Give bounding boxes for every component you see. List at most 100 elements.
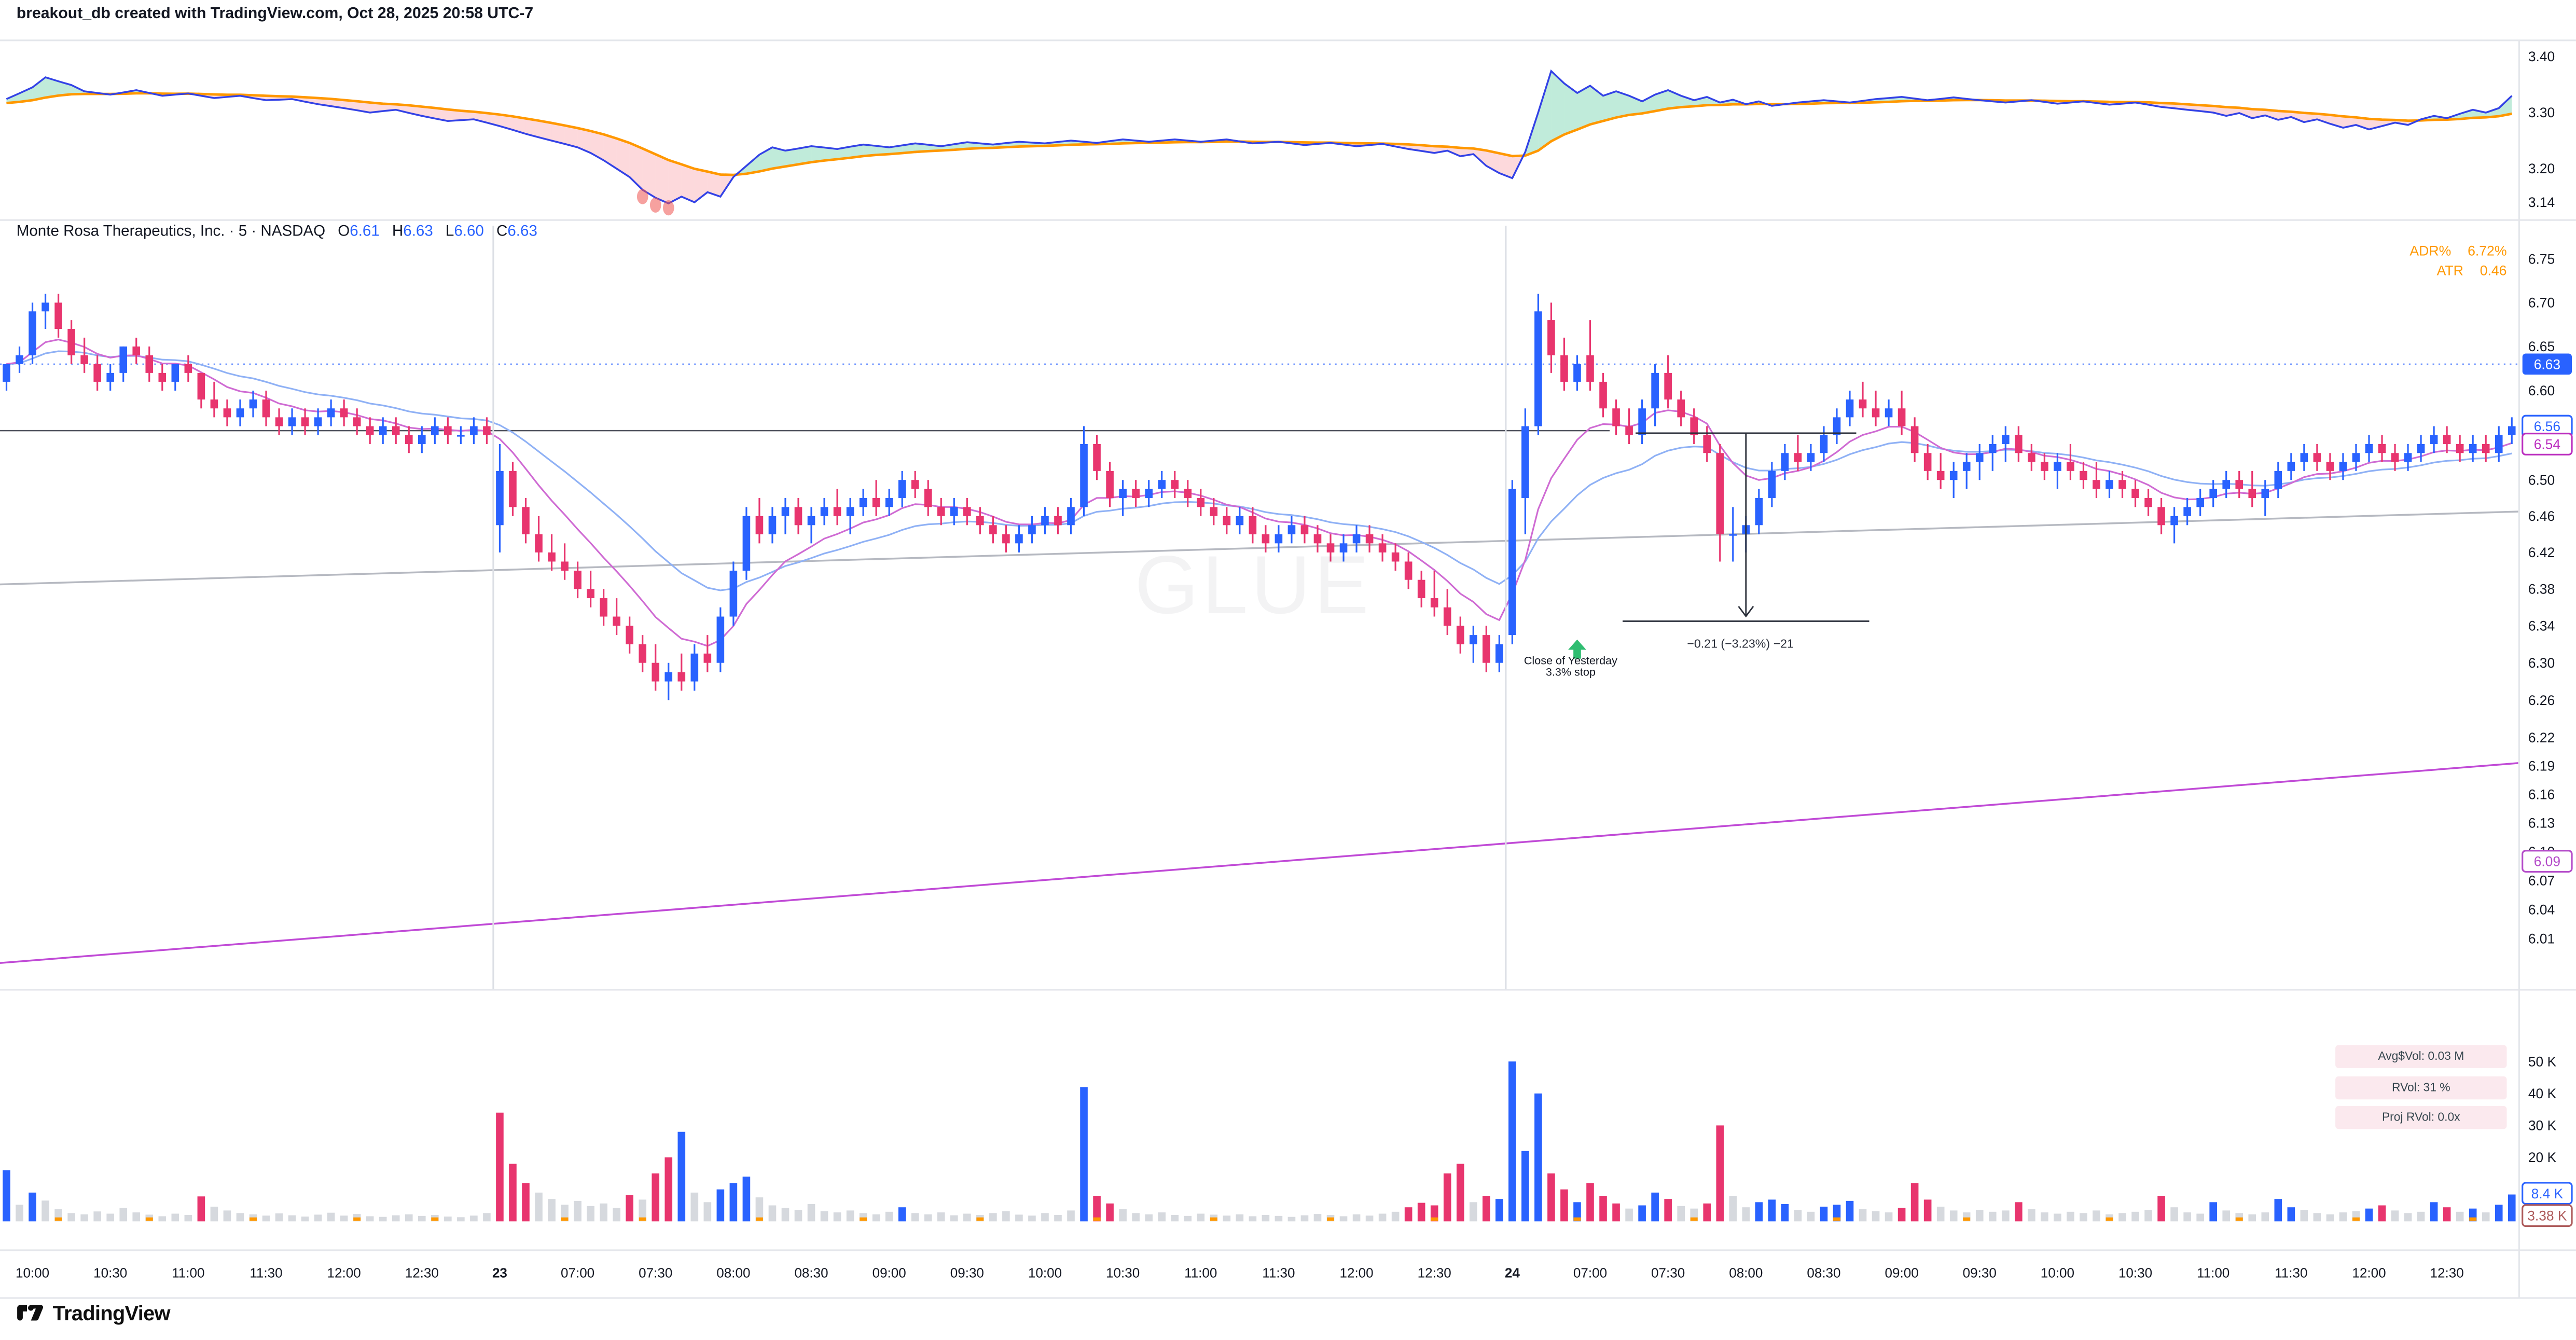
symbol-title[interactable]: Monte Rosa Therapeutics, Inc. · 5 · NASD…	[16, 222, 326, 239]
avg-dollar-vol-badge: Avg$Vol: 0.03 M	[2335, 1045, 2507, 1068]
svg-text:40 K: 40 K	[2528, 1086, 2557, 1101]
top-indicator-pane[interactable]	[6, 69, 2513, 216]
tradingview-logo[interactable]: TradingView	[17, 1301, 171, 1325]
volume-series[interactable]	[3, 1061, 2516, 1222]
indicator-low-marker	[649, 197, 661, 213]
gray-trendline	[0, 510, 2518, 586]
volume-stats-panel: Avg$Vol: 0.03 M RVol: 31 % Proj RVol: 0.…	[2335, 1045, 2507, 1136]
time-label: 08:00	[716, 1265, 750, 1280]
indicator-main-line	[6, 69, 2513, 205]
svg-text:6.38: 6.38	[2528, 582, 2555, 597]
time-label: 07:30	[639, 1265, 672, 1280]
price-range-measurement[interactable]	[1623, 432, 1869, 622]
ohlc-close-value: 6.63	[507, 222, 537, 239]
svg-text:6.04: 6.04	[2528, 902, 2555, 917]
svg-text:6.46: 6.46	[2528, 508, 2555, 524]
time-label: 09:30	[1963, 1265, 1997, 1280]
adr-value: 6.72%	[2468, 242, 2507, 259]
atr-value: 0.46	[2480, 261, 2507, 278]
svg-text:6.22: 6.22	[2528, 730, 2555, 745]
svg-text:30 K: 30 K	[2528, 1118, 2557, 1134]
time-label: 12:00	[2352, 1265, 2386, 1280]
time-axis[interactable]: 10:00 10:30 11:00 11:30 12:00 12:30 23 07:00 07:…	[16, 1265, 2464, 1280]
time-label: 11:00	[2197, 1265, 2229, 1280]
indicator-low-marker	[636, 189, 648, 204]
svg-text:6.16: 6.16	[2528, 786, 2555, 802]
time-label: 08:00	[1729, 1265, 1763, 1280]
time-label: 12:00	[327, 1265, 361, 1280]
snapshot-header: breakout_db created with TradingView.com…	[16, 5, 534, 23]
time-label: 12:00	[1339, 1265, 1373, 1280]
svg-text:20 K: 20 K	[2528, 1150, 2557, 1165]
time-label: 11:00	[172, 1265, 204, 1280]
time-label: 07:30	[1651, 1265, 1685, 1280]
time-label: 10:00	[2041, 1265, 2074, 1280]
time-label: 09:30	[950, 1265, 984, 1280]
price-label-6.54: 6.54	[2522, 433, 2573, 455]
atr-label: ATR	[2436, 261, 2463, 278]
time-label: 12:30	[405, 1265, 439, 1280]
svg-text:6.60: 6.60	[2528, 383, 2555, 398]
price-label-6.63: 6.63	[2522, 353, 2572, 375]
svg-text:6.75: 6.75	[2528, 252, 2555, 267]
time-label: 09:00	[872, 1265, 906, 1280]
long-ma-trendline	[0, 762, 2518, 964]
ohlc-high-value: 6.63	[403, 222, 433, 239]
svg-text:6.54: 6.54	[2534, 437, 2560, 452]
proj-rvol-badge: Proj RVol: 0.0x	[2335, 1106, 2507, 1129]
svg-text:8.4 K: 8.4 K	[2531, 1186, 2564, 1201]
svg-text:6.01: 6.01	[2528, 931, 2555, 946]
ohlc-open-value: 6.61	[350, 222, 380, 239]
time-label: 09:00	[1885, 1265, 1919, 1280]
svg-text:3.30: 3.30	[2528, 105, 2555, 120]
time-label: 07:00	[561, 1265, 594, 1280]
ma-fast-line	[6, 338, 2512, 647]
svg-text:6.42: 6.42	[2528, 545, 2555, 560]
ohlc-close-label: C	[496, 222, 508, 239]
adr-atr-stats: ADR% 6.72% ATR 0.46	[2409, 242, 2506, 280]
rvol-badge: RVol: 31 %	[2335, 1075, 2507, 1099]
price-label-6.09: 6.09	[2522, 850, 2573, 873]
close-note-line1: Close of Yesterday	[1524, 656, 1617, 668]
measurement-label[interactable]: −0.21 (−3.23%) −21	[1687, 636, 1794, 651]
time-label: 12:30	[2430, 1265, 2464, 1280]
close-note-line2: 3.3% stop	[1545, 668, 1596, 680]
adr-label: ADR%	[2409, 242, 2452, 259]
time-label: 12:30	[1418, 1265, 1451, 1280]
svg-text:3.38 K: 3.38 K	[2527, 1208, 2567, 1224]
pane-borders	[0, 39, 2576, 1299]
volume-label-8.4 K: 8.4 K	[2522, 1182, 2573, 1205]
price-axis[interactable]: 3.403.303.203.146.756.706.656.606.556.50…	[2528, 49, 2557, 1229]
time-label: 24	[1505, 1265, 1520, 1280]
main-price-pane[interactable]	[0, 338, 2518, 964]
svg-text:6.63: 6.63	[2534, 356, 2560, 372]
time-label: 23	[492, 1265, 507, 1280]
candles-series[interactable]	[3, 294, 2516, 700]
time-label: 11:30	[1262, 1265, 1295, 1280]
svg-text:3.40: 3.40	[2528, 49, 2555, 64]
ma-slow-line	[6, 350, 2512, 591]
svg-text:6.50: 6.50	[2528, 472, 2555, 488]
svg-text:50 K: 50 K	[2528, 1054, 2557, 1069]
time-label: 11:00	[1184, 1265, 1217, 1280]
ohlc-low-value: 6.60	[454, 222, 484, 239]
session-break-lines	[492, 226, 1507, 989]
time-label: 10:00	[16, 1265, 49, 1280]
time-label: 07:00	[1573, 1265, 1607, 1280]
svg-text:6.56: 6.56	[2534, 419, 2560, 434]
close-of-yesterday-note[interactable]: Close of Yesterday 3.3% stop	[1485, 656, 1656, 681]
svg-text:6.30: 6.30	[2528, 655, 2555, 671]
svg-text:6.34: 6.34	[2528, 618, 2555, 634]
svg-text:6.19: 6.19	[2528, 758, 2555, 774]
tradingview-logo-icon	[17, 1305, 44, 1321]
arrow-marker-group[interactable]	[1568, 639, 1586, 659]
time-label: 10:30	[2118, 1265, 2152, 1280]
up-arrow-marker[interactable]	[1568, 639, 1586, 659]
symbol-title-row[interactable]: Monte Rosa Therapeutics, Inc. · 5 · NASD…	[17, 223, 537, 239]
time-label: 10:30	[1106, 1265, 1140, 1280]
indicator-low-marker	[662, 200, 674, 216]
ohlc-open-label: O	[338, 222, 350, 239]
time-label: 08:30	[794, 1265, 828, 1280]
